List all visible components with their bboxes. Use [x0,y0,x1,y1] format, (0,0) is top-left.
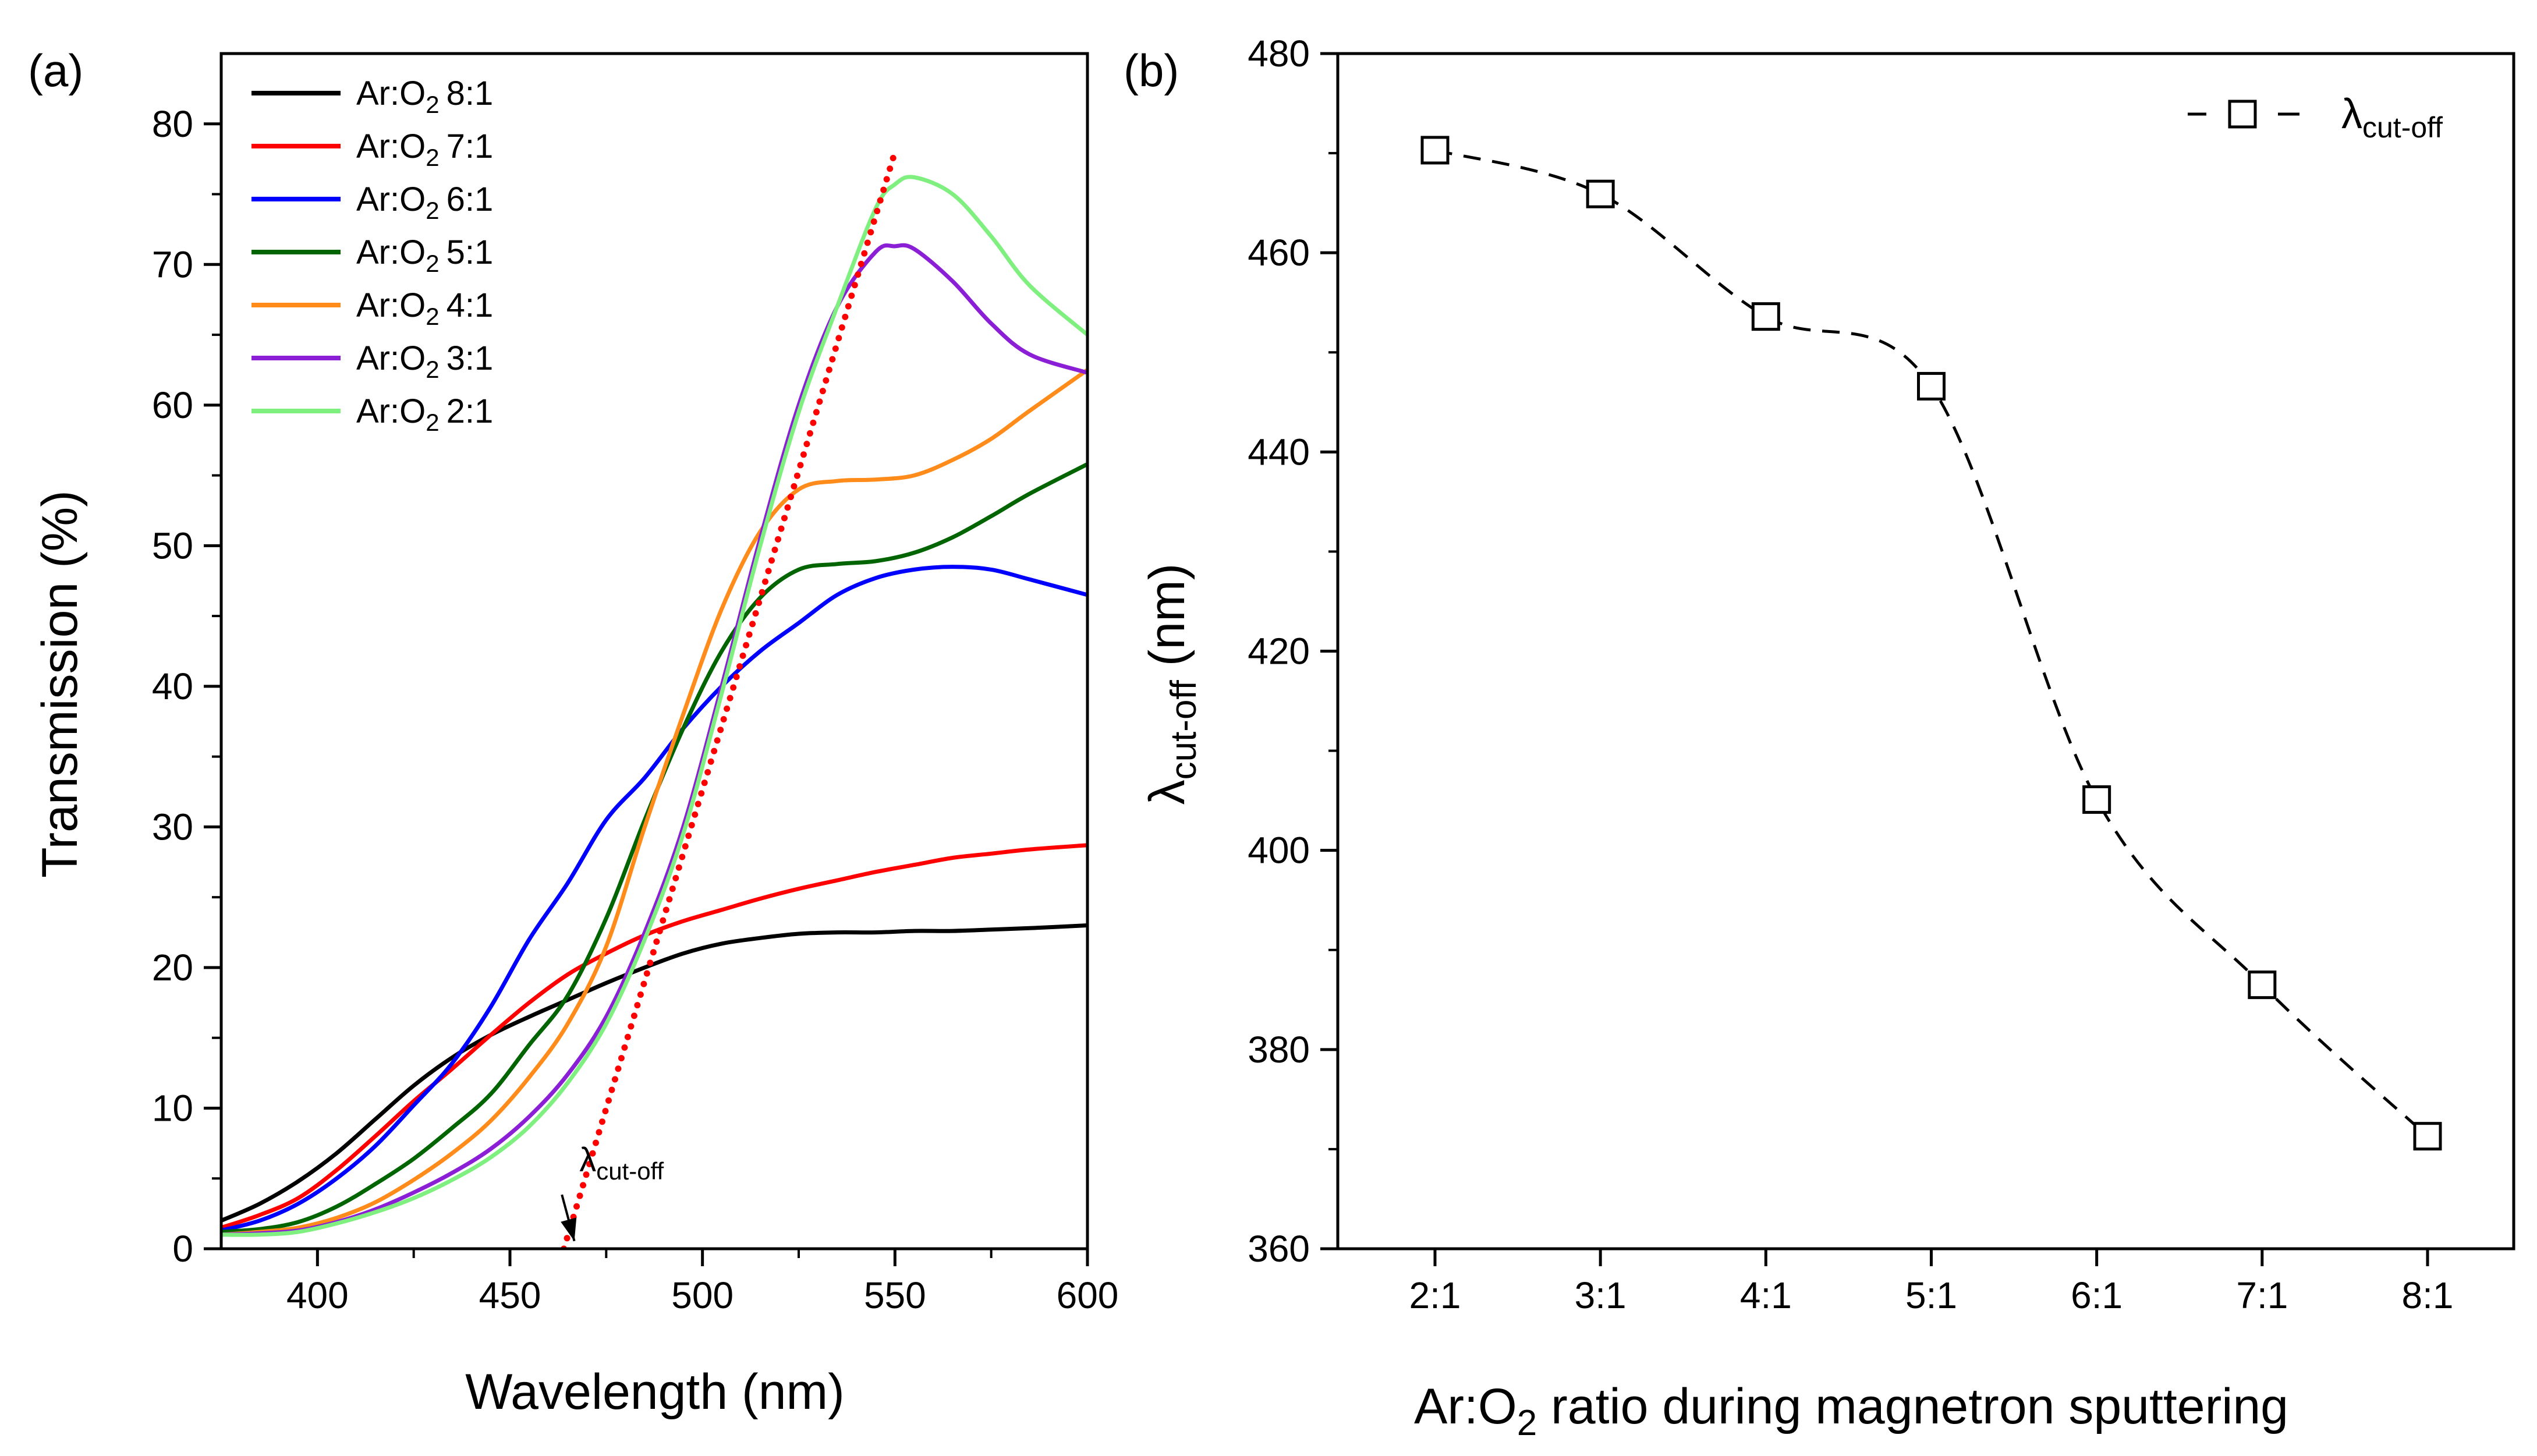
y-tick-label: 20 [152,947,193,989]
panel-b-y-axis-label: λcut-off (nm) [1139,564,1204,805]
y-tick-label: 360 [1248,1228,1310,1270]
legend-entry: Ar:O2 7:1 [356,127,493,171]
panel-a-ticks: 400 450 500 550 600 0 10 20 30 40 50 60 70 80 [152,103,1119,1316]
legend-entry: Ar:O2 3:1 [356,339,493,383]
y-tick-label: 30 [152,806,193,848]
y-tick-label: 10 [152,1087,193,1129]
data-point-3-1 [1586,179,1615,208]
panel-a-plot-area [219,52,1089,1250]
y-tick-label: 460 [1248,232,1310,274]
panel-a-legend: Ar:O2 8:1 Ar:O2 7:1 Ar:O2 6:1 Ar:O2 5:1 Ar:O2 4:1… [251,75,493,436]
y-tick-label: 480 [1248,33,1310,75]
x-tick-label: 4:1 [1740,1274,1792,1316]
y-tick-label: 70 [152,243,193,285]
data-point-5-1 [1917,371,1946,401]
y-tick-label: 400 [1248,830,1310,872]
data-point-7-1 [2248,970,2277,1000]
panel-b-frame [1336,52,2515,1250]
y-tick-label: 0 [172,1228,193,1270]
panel-b-legend: λcut-off [2188,91,2443,144]
legend-entry: λcut-off [2341,91,2443,144]
panel-b-ticks: 2:1 3:1 4:1 5:1 6:1 7:1 8:1 360 380 400 420 440 460 4… [1248,33,2453,1316]
series-line-6-1 [221,565,1087,1232]
x-tick-label: 600 [1057,1274,1119,1316]
legend-entry: Ar:O2 6:1 [356,180,493,224]
y-tick-label: 50 [152,525,193,566]
panel-a-annotation: λcut-off [561,1141,664,1242]
panel-b: (b) 2:1 3:1 4:1 5:1 6:1 7:1 8:1 360 380 400 420 440… [1124,33,2515,1443]
y-tick-label: 420 [1248,630,1310,672]
x-tick-label: 6:1 [2071,1274,2123,1316]
y-tick-label: 440 [1248,431,1310,473]
y-tick-label: 40 [152,665,193,707]
legend-entry: Ar:O2 8:1 [356,75,493,118]
series-line-5-1 [221,462,1087,1234]
legend-entry: Ar:O2 5:1 [356,233,493,277]
x-tick-label: 3:1 [1575,1274,1627,1316]
data-point-4-1 [1751,302,1780,331]
x-tick-label: 550 [864,1274,926,1316]
x-tick-label: 400 [286,1274,349,1316]
panel-b-label: (b) [1124,45,1179,96]
dashed-fit-line [1434,148,2429,1138]
legend-marker [2228,100,2257,129]
panel-a-frame [219,52,1089,1250]
annotation-label: λcut-off [579,1141,664,1185]
data-point-6-1 [2082,785,2111,814]
panel-b-plot-area [1336,52,2515,1250]
x-tick-label: 8:1 [2402,1274,2454,1316]
annotation-arrowhead [561,1217,577,1241]
cutoff-fit-line [561,148,898,1249]
y-tick-label: 380 [1248,1029,1310,1071]
x-tick-label: 450 [479,1274,541,1316]
series-line-3-1 [221,243,1087,1237]
panel-a-y-axis-label: Transmission (%) [32,490,88,878]
data-point-2-1 [1420,136,1450,165]
panel-a-label: (a) [28,45,83,96]
x-tick-label: 7:1 [2236,1274,2288,1316]
series-line-2-1 [221,175,1087,1237]
y-tick-label: 60 [152,384,193,426]
x-tick-label: 500 [671,1274,734,1316]
x-tick-label: 5:1 [1905,1274,1957,1316]
series-line-7-1 [221,843,1087,1230]
data-point-8-1 [2413,1122,2442,1151]
legend-entry: Ar:O2 2:1 [356,392,493,436]
panel-b-x-axis-label: Ar:O2 ratio during magnetron sputtering [1414,1379,2288,1443]
legend-entry: Ar:O2 4:1 [356,286,493,330]
y-tick-label: 80 [152,103,193,145]
panel-a-x-axis-label: Wavelength (nm) [465,1364,845,1420]
series-line-8-1 [221,923,1087,1223]
panel-a: (a) 400 450 500 550 600 0 10 20 30 40 50 60 70 80 Wav… [28,45,1118,1420]
series-line-4-1 [221,368,1087,1237]
x-tick-label: 2:1 [1409,1274,1461,1316]
